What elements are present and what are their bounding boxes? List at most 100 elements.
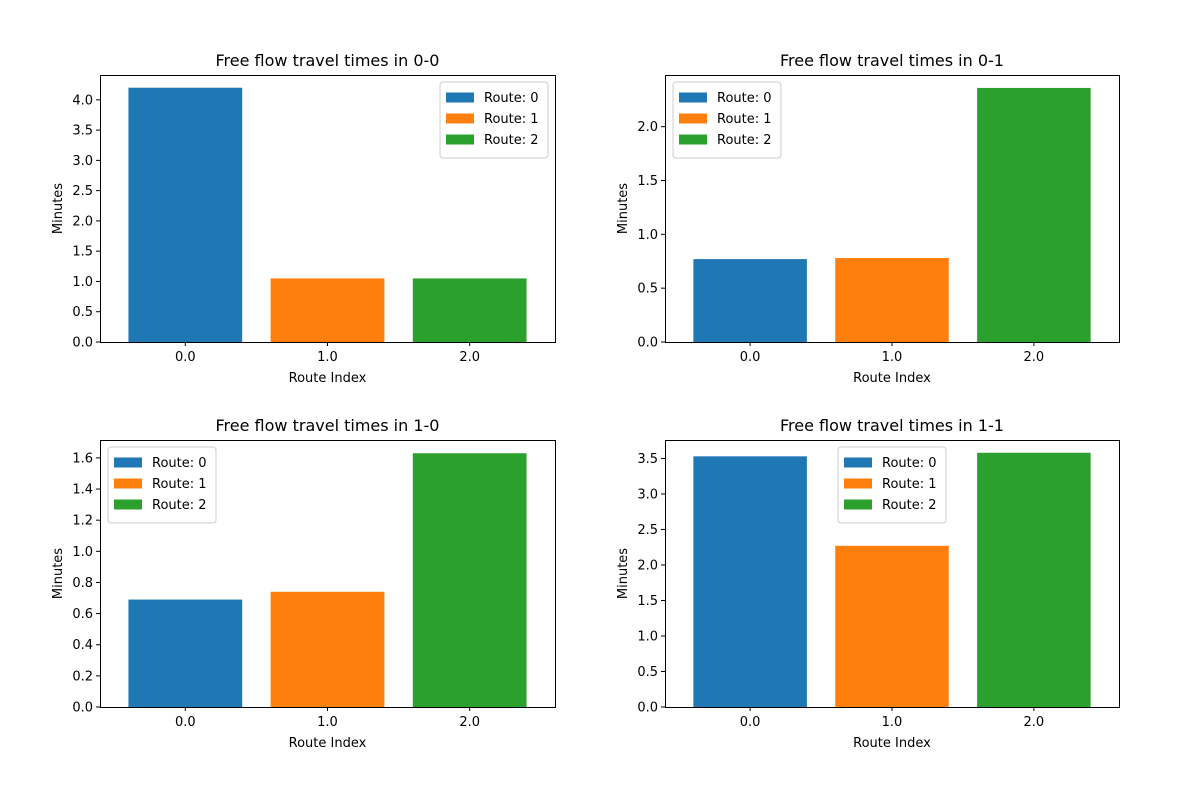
legend: Route: 0 Route: 1 Route: 2 bbox=[837, 446, 947, 524]
subplot-3: Free flow travel times in 1-1 0.0 0.5 1.0 1.… bbox=[616, 416, 1120, 751]
y-tick-label: 1.6 bbox=[72, 451, 93, 466]
legend-label-route-0: Route: 0 bbox=[717, 91, 772, 106]
y-tick-label: 1.4 bbox=[72, 483, 93, 498]
x-tick-label: 1.0 bbox=[317, 350, 338, 365]
y-tick-label: 0.5 bbox=[637, 282, 658, 297]
x-tick-label: 0.0 bbox=[740, 715, 761, 730]
y-tick-label: 2.0 bbox=[72, 214, 93, 229]
legend-swatch-route-1 bbox=[446, 113, 474, 124]
chart-title: Free flow travel times in 1-0 bbox=[216, 416, 440, 435]
y-tick-label: 1.5 bbox=[72, 245, 93, 260]
y-tick-label: 3.5 bbox=[637, 452, 658, 467]
y-tick-label: 3.0 bbox=[72, 154, 93, 169]
y-tick-label: 0.0 bbox=[637, 701, 658, 716]
y-tick-label: 1.0 bbox=[72, 275, 93, 290]
x-tick-label: 2.0 bbox=[459, 350, 480, 365]
legend-swatch-route-1 bbox=[114, 478, 142, 489]
legend-swatch-route-2 bbox=[114, 499, 142, 510]
y-tick-label: 4.0 bbox=[72, 93, 93, 108]
y-tick-label: 0.2 bbox=[72, 669, 93, 684]
y-tick-label: 0.4 bbox=[72, 638, 93, 653]
bar-route-0 bbox=[693, 259, 807, 342]
bar-route-0 bbox=[128, 87, 243, 342]
x-tick-label: 2.0 bbox=[459, 715, 480, 730]
legend-label-route-1: Route: 1 bbox=[152, 477, 207, 492]
y-axis-label: Minutes bbox=[51, 183, 66, 234]
legend-swatch-route-0 bbox=[446, 92, 474, 103]
bar-route-2 bbox=[977, 87, 1091, 342]
y-tick-label: 2.5 bbox=[72, 184, 93, 199]
legend-swatch-route-1 bbox=[844, 478, 872, 489]
legend-swatch-route-2 bbox=[844, 499, 872, 510]
bar-route-0 bbox=[693, 456, 807, 707]
legend: Route: 0 Route: 1 Route: 2 bbox=[107, 446, 217, 524]
x-axis-label: Route Index bbox=[853, 371, 931, 386]
legend-swatch-route-1 bbox=[679, 113, 707, 124]
legend-label-route-1: Route: 1 bbox=[717, 112, 772, 127]
y-axis-label: Minutes bbox=[616, 183, 631, 234]
y-tick-label: 2.0 bbox=[637, 120, 658, 135]
subplot-0: Free flow travel times in 0-0 0.0 0.5 1.0 1.… bbox=[51, 51, 556, 386]
y-tick-label: 0.0 bbox=[637, 336, 658, 351]
y-tick-label: 2.5 bbox=[637, 523, 658, 538]
chart-title: Free flow travel times in 0-1 bbox=[780, 51, 1004, 70]
legend-swatch-route-2 bbox=[446, 134, 474, 145]
bar-route-2 bbox=[412, 278, 527, 342]
chart-title: Free flow travel times in 1-1 bbox=[780, 416, 1004, 435]
x-tick-label: 0.0 bbox=[175, 350, 196, 365]
x-axis-label: Route Index bbox=[289, 736, 367, 751]
legend-label-route-0: Route: 0 bbox=[882, 456, 937, 471]
bar-route-1 bbox=[270, 591, 385, 707]
y-axis-label: Minutes bbox=[616, 548, 631, 599]
legend-swatch-route-2 bbox=[679, 134, 707, 145]
legend-label-route-1: Route: 1 bbox=[882, 477, 937, 492]
legend-label-route-2: Route: 2 bbox=[882, 498, 937, 513]
y-tick-label: 0.0 bbox=[72, 336, 93, 351]
bar-route-0 bbox=[128, 599, 243, 707]
y-tick-label: 1.5 bbox=[637, 594, 658, 609]
bar-route-2 bbox=[412, 453, 527, 707]
y-tick-label: 1.0 bbox=[637, 228, 658, 243]
y-tick-label: 1.0 bbox=[72, 545, 93, 560]
y-tick-label: 0.6 bbox=[72, 607, 93, 622]
legend-label-route-0: Route: 0 bbox=[152, 456, 207, 471]
bar-route-1 bbox=[835, 258, 949, 342]
legend: Route: 0 Route: 1 Route: 2 bbox=[439, 81, 549, 159]
chart-title: Free flow travel times in 0-0 bbox=[216, 51, 440, 70]
x-tick-label: 1.0 bbox=[317, 715, 338, 730]
legend-swatch-route-0 bbox=[679, 92, 707, 103]
y-axis-label: Minutes bbox=[51, 548, 66, 599]
y-tick-label: 1.0 bbox=[637, 629, 658, 644]
x-tick-label: 0.0 bbox=[175, 715, 196, 730]
x-axis-label: Route Index bbox=[289, 371, 367, 386]
x-tick-label: 2.0 bbox=[1024, 350, 1045, 365]
y-tick-label: 3.5 bbox=[72, 124, 93, 139]
legend-label-route-2: Route: 2 bbox=[484, 133, 539, 148]
y-tick-label: 3.0 bbox=[637, 487, 658, 502]
subplot-2: Free flow travel times in 1-0 0.0 0.2 0.4 0.… bbox=[51, 416, 556, 751]
legend: Route: 0 Route: 1 Route: 2 bbox=[672, 81, 782, 159]
y-tick-label: 0.8 bbox=[72, 576, 93, 591]
y-tick-label: 1.2 bbox=[72, 514, 93, 529]
y-tick-label: 0.0 bbox=[72, 701, 93, 716]
x-tick-label: 1.0 bbox=[882, 350, 903, 365]
legend-swatch-route-0 bbox=[114, 457, 142, 468]
legend-label-route-2: Route: 2 bbox=[717, 133, 772, 148]
bar-route-1 bbox=[270, 278, 385, 342]
y-tick-label: 2.0 bbox=[637, 558, 658, 573]
legend-label-route-2: Route: 2 bbox=[152, 498, 207, 513]
x-axis-label: Route Index bbox=[853, 736, 931, 751]
legend-label-route-0: Route: 0 bbox=[484, 91, 539, 106]
x-tick-label: 0.0 bbox=[740, 350, 761, 365]
subplot-1: Free flow travel times in 0-1 0.0 0.5 1.0 1.… bbox=[616, 51, 1120, 386]
y-tick-label: 1.5 bbox=[637, 174, 658, 189]
x-tick-label: 1.0 bbox=[882, 715, 903, 730]
legend-swatch-route-0 bbox=[844, 457, 872, 468]
bar-route-1 bbox=[835, 545, 949, 707]
y-tick-label: 0.5 bbox=[637, 665, 658, 680]
x-tick-label: 2.0 bbox=[1024, 715, 1045, 730]
y-tick-label: 0.5 bbox=[72, 305, 93, 320]
bar-route-2 bbox=[977, 452, 1091, 707]
legend-label-route-1: Route: 1 bbox=[484, 112, 539, 127]
